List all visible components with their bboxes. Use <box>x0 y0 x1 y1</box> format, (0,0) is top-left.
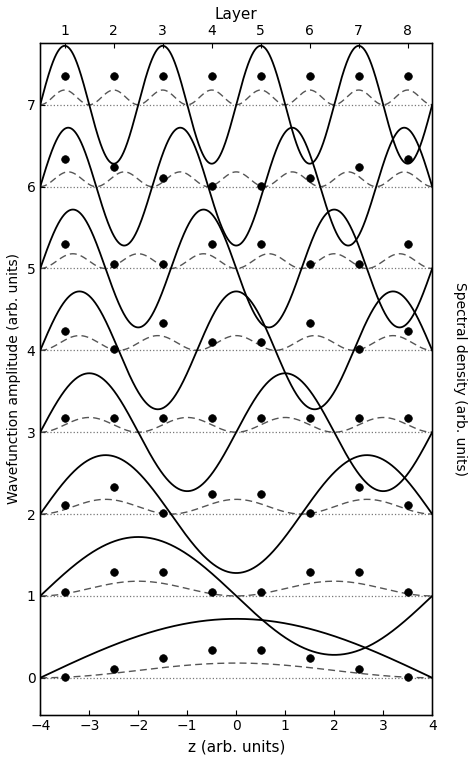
Y-axis label: Wavefunction amplitude (arb. units): Wavefunction amplitude (arb. units) <box>7 253 21 505</box>
Y-axis label: Spectral density (arb. units): Spectral density (arb. units) <box>453 282 467 476</box>
X-axis label: z (arb. units): z (arb. units) <box>188 739 285 754</box>
X-axis label: Layer: Layer <box>215 7 257 22</box>
